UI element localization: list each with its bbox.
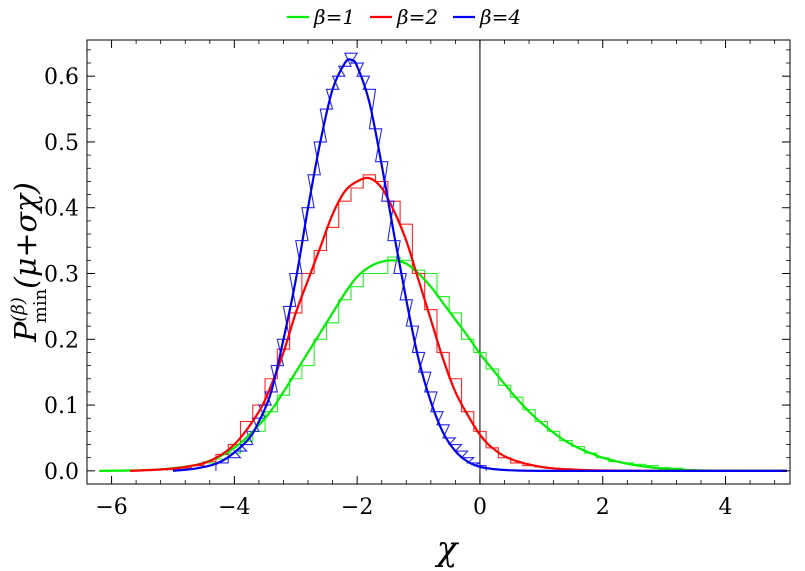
x-tick-label: 0 — [473, 495, 487, 520]
curve-4 — [172, 58, 787, 472]
y-tick-label: 0.1 — [44, 394, 79, 419]
y-tick-label: 0.6 — [44, 65, 79, 90]
legend-label: β=4 — [479, 5, 521, 29]
x-axis-title: χ — [435, 529, 460, 569]
legend-label: β=1 — [313, 5, 355, 29]
curve-1 — [99, 259, 787, 472]
plot-frame — [86, 39, 791, 485]
y-tick-label: 0.2 — [44, 328, 79, 353]
y-title-base: P — [9, 321, 44, 343]
curve-layer — [99, 58, 787, 472]
x-tick-label: −6 — [95, 495, 127, 520]
y-axis-title-text: P(β)min(μ+σχ) — [8, 182, 51, 343]
x-tick-label: −2 — [341, 495, 373, 520]
legend-label: β=2 — [396, 5, 438, 29]
x-tick-label: 2 — [596, 495, 610, 520]
y-axis-title: P(β)min(μ+σχ) — [8, 182, 51, 343]
tick-group — [86, 40, 790, 484]
x-tick-label: −4 — [218, 495, 250, 520]
y-axis-title-group: P(β)min(μ+σχ) — [8, 182, 51, 343]
y-title-sup: (β) — [8, 297, 29, 321]
y-tick-label: 0.4 — [44, 197, 79, 222]
y-title-arg: (μ+σχ) — [9, 182, 44, 289]
plot-border — [86, 39, 791, 485]
y-tick-label: 0.5 — [44, 131, 79, 156]
histogram-4 — [215, 52, 487, 471]
legend: β=1 β=2 β=4 — [287, 5, 521, 29]
histogram-layer — [166, 52, 696, 471]
histogram-2 — [166, 174, 598, 471]
y-tick-label: 0.0 — [44, 460, 79, 485]
y-title-sub: min — [30, 288, 51, 323]
tick-label-group: −6 −4 −2 0 2 4 0.0 0.1 0.2 0.3 0.4 0.5 0.6 — [44, 65, 733, 520]
y-tick-label: 0.3 — [44, 263, 79, 288]
x-tick-label: 4 — [719, 495, 733, 520]
